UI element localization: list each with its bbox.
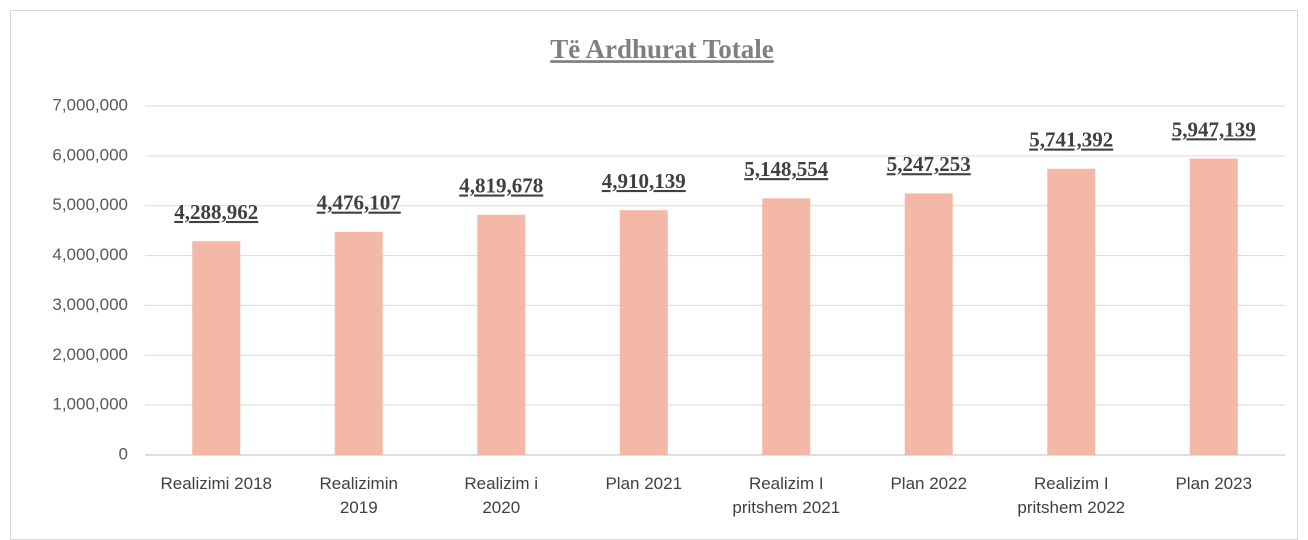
value-label: 5,947,139	[1172, 117, 1256, 141]
y-tick-label: 6,000,000	[52, 145, 128, 164]
y-tick-label: 5,000,000	[52, 195, 128, 214]
bar	[1189, 158, 1238, 455]
x-tick-label: Realizim i 2020	[464, 474, 539, 517]
x-tick-label: Realizimin 2019	[319, 474, 398, 517]
x-tick-label: Realizim I pritshem 2021	[732, 474, 841, 517]
value-label: 5,148,554	[744, 157, 829, 181]
x-tick-label: Realizimi 2018	[160, 474, 273, 493]
bar	[1047, 168, 1096, 455]
y-tick-label: 1,000,000	[52, 395, 128, 414]
bar	[477, 214, 526, 455]
bar	[904, 193, 953, 455]
value-label: 5,247,253	[887, 152, 971, 176]
bar	[192, 241, 241, 455]
chart-title: Të Ardhurat Totale	[550, 34, 774, 64]
x-tick-label: Realizim I pritshem 2022	[1017, 474, 1126, 517]
bar	[762, 198, 811, 455]
x-tick-label: Plan 2021	[605, 474, 683, 493]
y-tick-label: 0	[119, 444, 128, 463]
bar	[619, 210, 668, 455]
value-label: 5,741,392	[1029, 128, 1113, 152]
x-tick-label: Plan 2023	[1175, 474, 1253, 493]
value-label: 4,476,107	[317, 191, 401, 215]
y-tick-label: 4,000,000	[52, 245, 128, 264]
x-tick-label: Plan 2022	[890, 474, 968, 493]
y-tick-label: 2,000,000	[52, 345, 128, 364]
y-tick-label: 3,000,000	[52, 295, 128, 314]
value-label: 4,910,139	[602, 169, 686, 193]
bar	[334, 231, 383, 455]
y-tick-label: 7,000,000	[52, 95, 128, 114]
value-label: 4,288,962	[174, 200, 258, 224]
value-label: 4,819,678	[459, 174, 543, 198]
